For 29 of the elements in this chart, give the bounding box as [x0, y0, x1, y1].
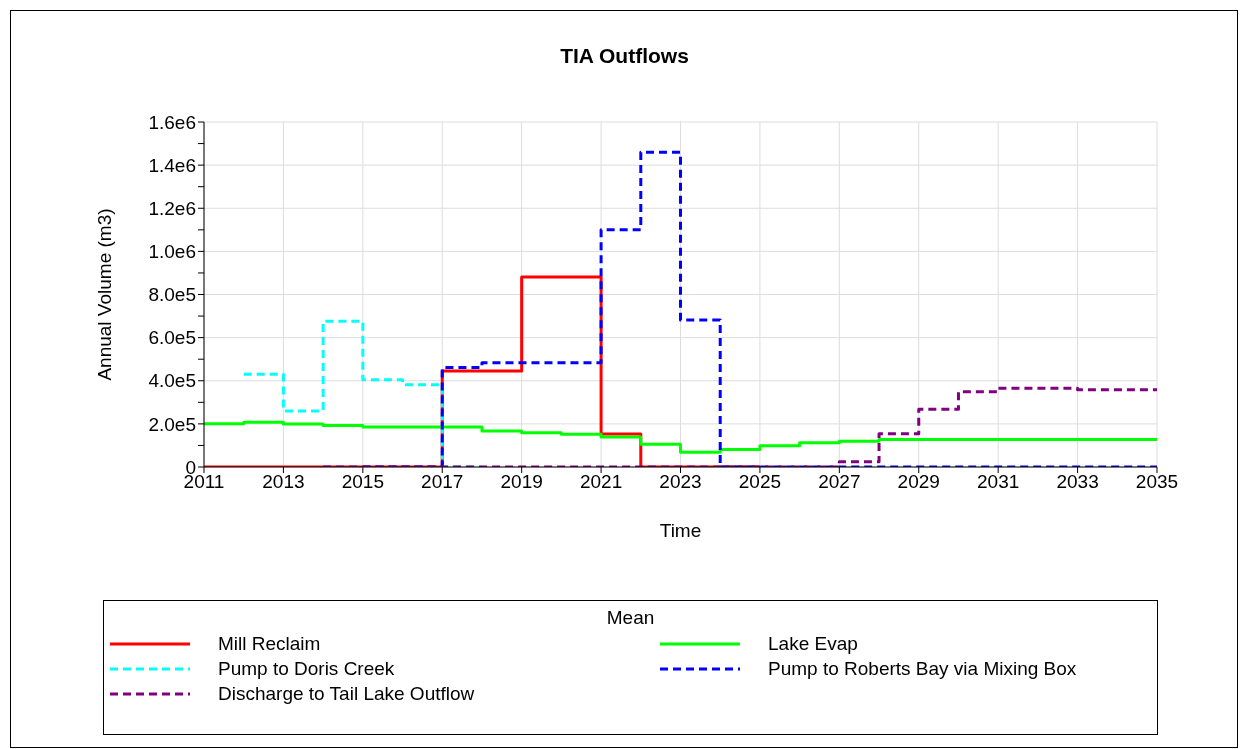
x-tick-label: 2029: [897, 471, 940, 493]
y-tick-label: 2.0e5: [148, 413, 196, 435]
y-tick-label: 1.6e6: [148, 111, 196, 133]
y-tick-label: 1.2e6: [148, 197, 196, 219]
y-tick-label: 6.0e5: [148, 327, 196, 349]
x-tick-label: 2021: [579, 471, 623, 493]
x-tick-label: 2035: [1135, 471, 1179, 493]
x-tick-label: 2033: [1056, 471, 1099, 493]
legend-label: Lake Evap: [768, 632, 858, 655]
x-tick-label: 2019: [500, 471, 543, 493]
legend-title: Mean: [605, 607, 656, 629]
x-tick-label: 2027: [818, 471, 861, 493]
x-tick-label: 2017: [421, 471, 464, 493]
x-tick-label: 2031: [977, 471, 1020, 493]
chart-title: TIA Outflows: [559, 44, 690, 68]
legend-label: Discharge to Tail Lake Outflow: [218, 682, 475, 705]
y-tick-label: 1.4e6: [148, 154, 196, 176]
legend-label: Mill Reclaim: [218, 632, 321, 655]
x-axis-title: Time: [659, 520, 702, 541]
y-tick-label: 4.0e5: [148, 370, 196, 392]
y-tick-label: 1.0e6: [148, 241, 196, 263]
x-tick-label: 2025: [738, 471, 782, 493]
y-axis-title: Annual Volume (m3): [93, 208, 115, 381]
x-tick-label: 2015: [341, 471, 384, 493]
legend-label: Pump to Roberts Bay via Mixing Box: [768, 657, 1077, 680]
x-tick-label: 2013: [262, 471, 305, 493]
y-tick-label: 8.0e5: [148, 284, 196, 306]
legend-label: Pump to Doris Creek: [218, 657, 395, 680]
x-tick-label: 2023: [659, 471, 702, 493]
